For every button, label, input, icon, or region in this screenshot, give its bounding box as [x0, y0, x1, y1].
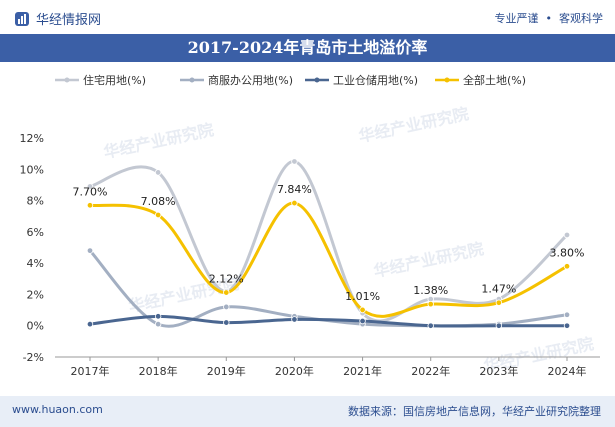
series-group [86, 158, 571, 329]
legend-label: 工业仓储用地(%) [333, 73, 418, 87]
logo-icon [15, 11, 29, 26]
data-point [427, 300, 434, 308]
x-tick-label: 2018年 [139, 364, 178, 378]
y-tick-label: 10% [20, 163, 44, 176]
website-link[interactable]: www.huaon.com [12, 403, 103, 416]
data-label: 1.38% [413, 284, 448, 297]
data-point [223, 319, 230, 326]
legend-label: 商服办公用地(%) [208, 73, 293, 87]
data-point [291, 199, 298, 207]
data-point [359, 306, 366, 314]
data-point [563, 311, 571, 318]
legend-marker [444, 77, 450, 83]
x-tick-label: 2023年 [479, 364, 518, 378]
data-point [154, 313, 162, 320]
watermark-text: 华经产业研究院 [372, 239, 486, 281]
y-tick-label: 12% [20, 132, 44, 145]
data-point [154, 320, 162, 328]
bullet-icon: • [542, 12, 556, 25]
legend-label: 住宅用地(%) [83, 73, 146, 87]
slogan-right: 客观科学 [559, 12, 603, 25]
watermark-text: 华经产业研究院 [357, 104, 471, 146]
x-tick-label: 2017年 [71, 364, 110, 378]
top-bar: 华经情报网 专业严谨 • 客观科学 [0, 0, 615, 34]
data-label: 7.70% [73, 185, 108, 198]
data-label: 1.01% [345, 290, 380, 303]
data-point [291, 158, 298, 165]
series-line [88, 314, 569, 328]
data-point [563, 322, 571, 329]
legend-marker [189, 77, 195, 83]
y-tick-label: 4% [27, 257, 44, 270]
brand: 华经情报网 [14, 9, 101, 28]
data-labels: 7.70% 7.08% 2.12% 7.84% 1.01% 1.38% 1.47% 3.80% [73, 183, 585, 303]
watermark-text: 华经产业研究院 [102, 120, 216, 162]
data-label: 7.84% [277, 183, 312, 196]
source-note: 数据来源：国信房地产信息网，华经产业研究院整理 [348, 405, 601, 418]
data-point [495, 322, 503, 329]
data-point [86, 247, 94, 254]
slogan: 专业严谨 • 客观科学 [495, 10, 603, 26]
legend: 住宅用地(%) 商服办公用地(%) 工业仓储用地(%) 全部土地(%) [55, 73, 526, 87]
data-point [495, 299, 503, 306]
y-tick-label: 6% [27, 226, 44, 239]
data-point [563, 231, 571, 239]
y-tick-label: 8% [27, 195, 44, 208]
data-point [154, 211, 162, 219]
x-tick-label: 2020年 [275, 364, 314, 378]
x-axis: 2017年 2018年 2019年 2020年 2021年 2022年 2023年 2024年 [71, 357, 587, 378]
y-tick-label: 0% [27, 320, 44, 333]
footer: www.huaon.com 数据来源：国信房地产信息网，华经产业研究院整理 [0, 396, 615, 427]
data-point [359, 317, 366, 325]
y-axis: 12% 10% 8% 6% 4% 2% 0% -2% [20, 132, 600, 364]
data-label: 2.12% [209, 273, 244, 286]
data-point [563, 263, 571, 270]
chart-title: 2017-2024年青岛市土地溢价率 [187, 38, 428, 57]
series-line [88, 201, 569, 318]
data-point [291, 316, 298, 323]
data-point [223, 289, 230, 296]
legend-marker [64, 77, 70, 83]
legend-marker [314, 77, 320, 83]
data-point [427, 322, 434, 329]
data-point [223, 303, 230, 311]
data-point [86, 183, 94, 190]
data-label: 3.80% [550, 246, 585, 259]
data-point [86, 202, 94, 209]
x-tick-label: 2021年 [343, 364, 382, 378]
brand-name: 华经情报网 [36, 13, 102, 28]
x-tick-label: 2024年 [548, 364, 587, 378]
title-bar: 2017-2024年青岛市土地溢价率 [0, 34, 615, 62]
y-tick-label: -2% [23, 351, 44, 364]
data-label: 1.47% [481, 283, 516, 296]
y-tick-label: 2% [27, 288, 44, 301]
x-tick-label: 2022年 [411, 364, 450, 378]
slogan-left: 专业严谨 [494, 12, 539, 25]
x-tick-label: 2019年 [207, 364, 246, 378]
data-label: 7.08% [141, 195, 176, 208]
legend-label: 全部土地(%) [463, 73, 526, 87]
series-line [88, 159, 569, 323]
data-point [154, 169, 162, 176]
data-point [86, 320, 94, 328]
